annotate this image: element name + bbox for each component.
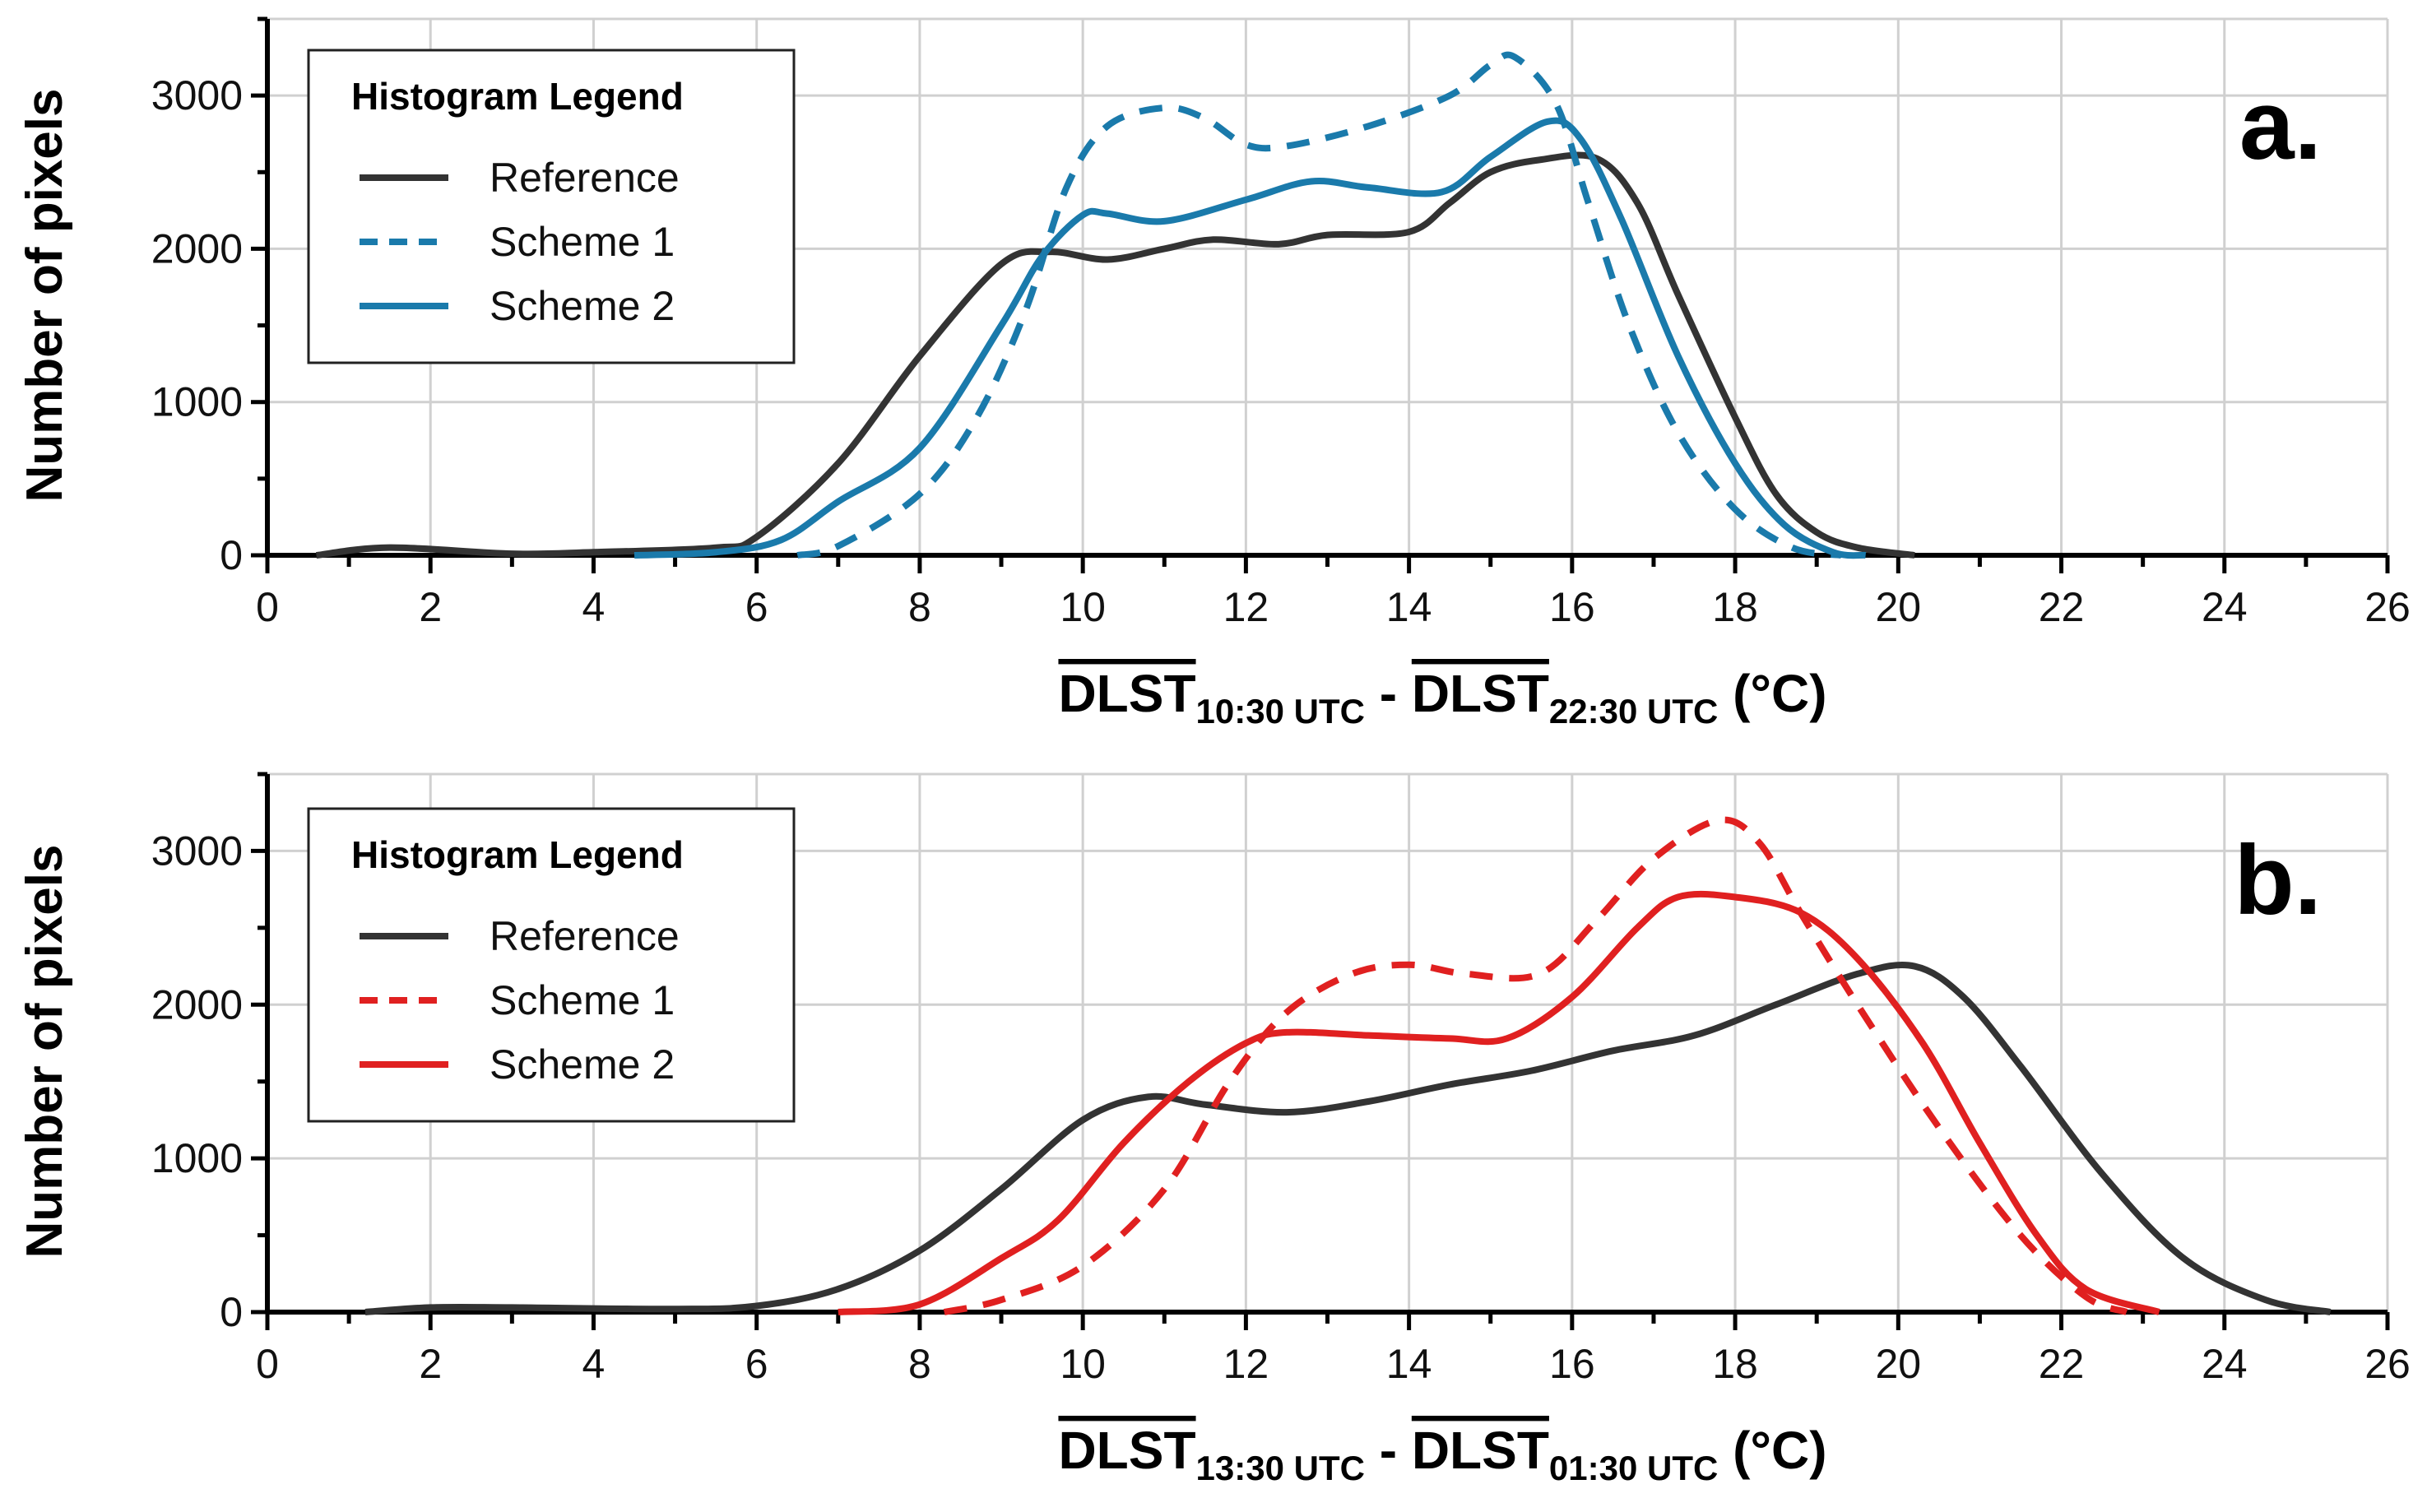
legend-item-label: Scheme 2: [490, 1041, 675, 1088]
x-title-term1: DLST: [1058, 1421, 1195, 1480]
x-title-term2: DLST: [1412, 1421, 1549, 1480]
legend-title: Histogram Legend: [351, 833, 684, 876]
x-tick-label: 6: [745, 1341, 768, 1387]
x-tick-label: 26: [2364, 1341, 2411, 1387]
x-title-term2: DLST: [1412, 664, 1549, 723]
legend-box: [307, 807, 796, 1123]
x-tick-label: 16: [1549, 1341, 1595, 1387]
series-line-reference: [316, 151, 1915, 559]
legend-item-label: Scheme 1: [490, 219, 675, 265]
x-tick-label: 12: [1223, 584, 1269, 630]
x-tick-label: 8: [908, 584, 931, 630]
x-tick-label: 22: [2039, 1341, 2085, 1387]
x-tick-label: 10: [1060, 1341, 1106, 1387]
y-tick-label: 0: [220, 1289, 243, 1335]
x-tick-label: 4: [582, 1341, 606, 1387]
series-line-scheme-2: [838, 890, 2160, 1315]
y-axis-title: Number of pixels: [16, 845, 73, 1259]
chart-panel-b: 0 2 4 6 8 10 12 14 16 18 20 22 24 260100020003000Numb…: [16, 772, 2411, 1487]
chart-panel-a: 0 2 4 6 8 10 12 14 16 18 20 22 24 260100020003000Numb…: [16, 16, 2411, 730]
x-tick-label: 16: [1549, 584, 1595, 630]
legend-item-label: Reference: [490, 155, 680, 201]
y-tick-label: 0: [220, 532, 243, 578]
y-tick-label: 1000: [151, 1135, 243, 1181]
legend-item-label: Scheme 1: [490, 977, 675, 1023]
x-tick-label: 24: [2202, 1341, 2248, 1387]
x-tick-label: 12: [1223, 1341, 1269, 1387]
x-title-sep: -: [1365, 1421, 1412, 1480]
y-tick-label: 1000: [151, 379, 243, 425]
series-line-scheme-1: [796, 51, 1842, 559]
legend: Histogram Legend Reference Scheme 1 Scheme …: [307, 49, 796, 364]
x-title-sub1: 13:30 UTC: [1196, 1449, 1365, 1487]
x-tick-label: 4: [582, 584, 606, 630]
y-tick-label: 2000: [151, 225, 243, 271]
x-tick-label: 2: [419, 584, 442, 630]
x-tick-label: 20: [1875, 1341, 1921, 1387]
x-tick-label: 24: [2202, 584, 2248, 630]
x-tick-label: 18: [1712, 584, 1758, 630]
panel-label: b.: [2234, 825, 2322, 935]
x-tick-label: 18: [1712, 1341, 1758, 1387]
x-axis-title: DLST13:30 UTC - DLST01:30 UTC (°C): [1058, 1421, 1826, 1487]
y-axis-title: Number of pixels: [16, 89, 73, 503]
x-title-sub2: 22:30 UTC: [1549, 692, 1718, 730]
legend-item-label: Scheme 2: [490, 283, 675, 329]
x-tick-label: 14: [1386, 1341, 1432, 1387]
series-line-reference: [364, 961, 2332, 1315]
y-tick-label: 3000: [151, 72, 243, 118]
legend: Histogram Legend Reference Scheme 1 Scheme …: [307, 807, 796, 1123]
x-tick-label: 6: [745, 584, 768, 630]
series-line-scheme-2: [633, 117, 1867, 559]
x-title-sep: -: [1365, 664, 1412, 723]
y-tick-label: 2000: [151, 981, 243, 1027]
x-tick-label: 0: [256, 1341, 279, 1387]
x-axis-title: DLST10:30 UTC - DLST22:30 UTC (°C): [1058, 664, 1826, 730]
x-title-unit: (°C): [1718, 664, 1826, 723]
x-title-term1: DLST: [1058, 664, 1195, 723]
series-line-scheme-1: [943, 816, 2128, 1315]
x-tick-label: 2: [419, 1341, 442, 1387]
panel-label: a.: [2239, 70, 2322, 180]
x-title-sub2: 01:30 UTC: [1549, 1449, 1718, 1487]
legend-box: [307, 49, 796, 364]
x-tick-label: 0: [256, 584, 279, 630]
x-title-sub1: 10:30 UTC: [1196, 692, 1365, 730]
x-tick-label: 8: [908, 1341, 931, 1387]
x-tick-label: 20: [1875, 584, 1921, 630]
legend-item-label: Reference: [490, 913, 680, 959]
x-tick-label: 26: [2364, 584, 2411, 630]
x-tick-label: 14: [1386, 584, 1432, 630]
x-title-unit: (°C): [1718, 1421, 1826, 1480]
x-tick-label: 22: [2039, 584, 2085, 630]
legend-title: Histogram Legend: [351, 75, 684, 118]
x-tick-label: 10: [1060, 584, 1106, 630]
y-tick-label: 3000: [151, 828, 243, 874]
